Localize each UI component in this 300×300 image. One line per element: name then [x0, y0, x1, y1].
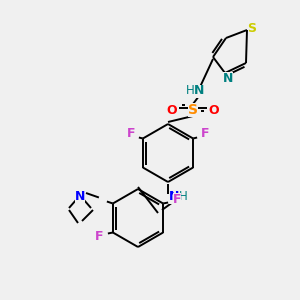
Text: H: H: [186, 85, 194, 98]
Text: N: N: [169, 190, 179, 203]
Text: F: F: [127, 127, 135, 140]
Text: N: N: [223, 71, 233, 85]
Text: S: S: [188, 103, 198, 117]
Text: F: F: [94, 230, 103, 243]
Text: O: O: [167, 103, 177, 116]
Text: N: N: [75, 190, 85, 203]
Text: N: N: [194, 85, 204, 98]
Text: H: H: [178, 190, 188, 203]
Text: F: F: [173, 193, 182, 206]
Text: F: F: [201, 127, 209, 140]
Text: S: S: [248, 22, 256, 34]
Text: O: O: [209, 103, 219, 116]
